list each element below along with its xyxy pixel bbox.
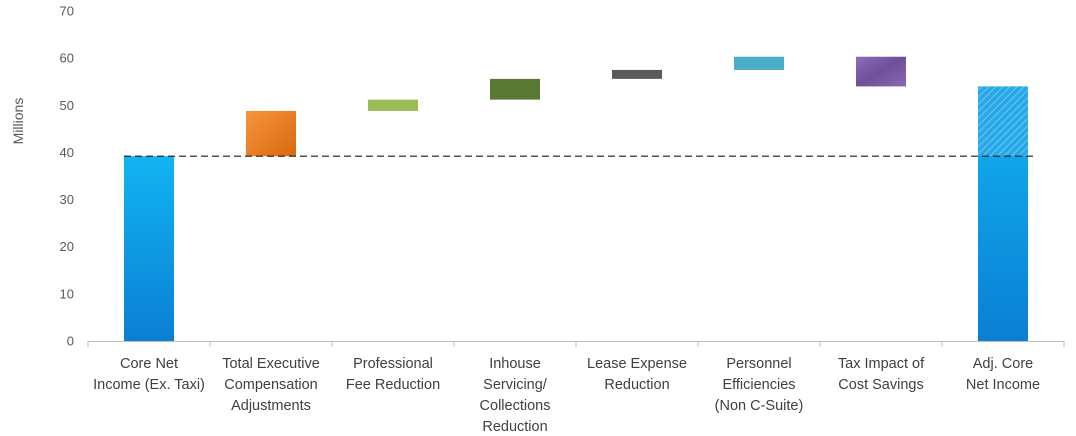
category-labels: Core Net Income (Ex. Taxi) Total Executive… <box>93 356 1040 435</box>
bar <box>490 78 540 100</box>
y-tick-label: 0 <box>67 334 74 349</box>
x-tick-label: Total Executive <box>222 356 320 372</box>
y-tick-label: 70 <box>60 4 74 19</box>
x-tick-label: Personnel <box>726 356 791 372</box>
x-tick-label: Core Net <box>120 356 178 372</box>
y-axis: 0 10 20 30 40 50 60 70 <box>60 4 74 349</box>
x-tick-label: Compensation <box>224 377 318 393</box>
y-axis-title: Millions <box>10 98 26 145</box>
x-tick-label: Fee Reduction <box>346 377 440 393</box>
x-tick-label: Collections <box>480 398 551 414</box>
x-tick-label: Net Income <box>966 377 1040 393</box>
y-tick-label: 30 <box>60 192 74 207</box>
x-tick-label: Adjustments <box>231 398 311 414</box>
x-axis <box>87 341 1065 347</box>
x-tick-label: Servicing/ <box>483 377 548 393</box>
bar <box>612 69 662 79</box>
x-tick-label: Adj. Core <box>973 356 1033 372</box>
bar <box>246 110 296 157</box>
bar <box>734 56 784 70</box>
x-tick-label: Efficiencies <box>722 377 795 393</box>
bars <box>124 56 1028 341</box>
x-tick-label: Reduction <box>604 377 669 393</box>
x-tick-label: Reduction <box>482 419 547 435</box>
y-tick-label: 10 <box>60 286 74 301</box>
x-tick-label: Cost Savings <box>838 377 923 393</box>
x-tick-label: Lease Expense <box>587 356 687 372</box>
y-tick-label: 20 <box>60 239 74 254</box>
bar-hatched-segment <box>978 86 1028 157</box>
bar <box>856 56 906 87</box>
y-tick-label: 60 <box>60 51 74 66</box>
x-tick-label: (Non C-Suite) <box>715 398 804 414</box>
x-tick-label: Tax Impact of <box>838 356 925 372</box>
y-tick-label: 40 <box>60 145 74 160</box>
bar <box>124 156 174 341</box>
x-tick-label: Income (Ex. Taxi) <box>93 377 205 393</box>
x-tick-label: Professional <box>353 356 433 372</box>
y-tick-label: 50 <box>60 98 74 113</box>
bar <box>368 99 418 111</box>
x-tick-label: Inhouse <box>489 356 541 372</box>
